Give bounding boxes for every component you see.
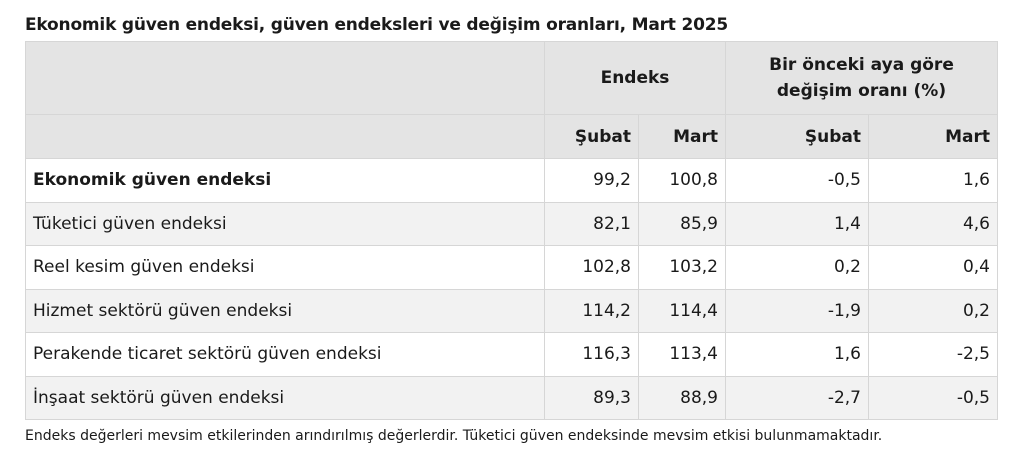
header-empty-cell [25, 41, 545, 115]
cell-change-feb: 0,2 [725, 245, 869, 290]
cell-change-mar: 4,6 [868, 201, 998, 246]
cell-index-mar: 85,9 [638, 201, 726, 246]
cell-index-mar: 113,4 [638, 332, 726, 377]
row-label: Reel kesim güven endeksi [25, 245, 545, 290]
cell-change-feb: -2,7 [725, 375, 869, 420]
cell-index-mar: 114,4 [638, 288, 726, 333]
cell-change-feb: 1,6 [725, 332, 869, 377]
cell-change-mar: 1,6 [868, 158, 998, 203]
header-row-groups: Endeks Bir önceki aya göre değişim oranı… [25, 41, 998, 115]
cell-index-feb: 102,8 [544, 245, 639, 290]
header-row-months: Şubat Mart Şubat Mart [25, 114, 998, 159]
table-row: İnşaat sektörü güven endeksi 89,3 88,9 -… [25, 375, 998, 420]
header-index-feb: Şubat [544, 114, 639, 159]
cell-change-feb: -1,9 [725, 288, 869, 333]
table-row: Reel kesim güven endeksi 102,8 103,2 0,2… [25, 245, 998, 290]
table-row: Ekonomik güven endeksi 99,2 100,8 -0,5 1… [25, 158, 998, 203]
header-change-mar: Mart [868, 114, 998, 159]
cell-change-feb: 1,4 [725, 201, 869, 246]
cell-index-mar: 103,2 [638, 245, 726, 290]
table-row: Hizmet sektörü güven endeksi 114,2 114,4… [25, 288, 998, 333]
row-label: İnşaat sektörü güven endeksi [25, 375, 545, 420]
cell-index-feb: 114,2 [544, 288, 639, 333]
header-change-feb: Şubat [725, 114, 869, 159]
header-change-group: Bir önceki aya göre değişim oranı (%) [725, 41, 998, 115]
row-label: Tüketici güven endeksi [25, 201, 545, 246]
table-row: Perakende ticaret sektörü güven endeksi … [25, 332, 998, 377]
row-label: Ekonomik güven endeksi [25, 158, 545, 203]
table-title: Ekonomik güven endeksi, güven endeksleri… [25, 15, 728, 35]
cell-change-feb: -0,5 [725, 158, 869, 203]
row-label: Hizmet sektörü güven endeksi [25, 288, 545, 333]
table-row: Tüketici güven endeksi 82,1 85,9 1,4 4,6 [25, 201, 998, 246]
cell-change-mar: -2,5 [868, 332, 998, 377]
header-index-mar: Mart [638, 114, 726, 159]
header-index-group: Endeks [544, 41, 726, 115]
cell-index-feb: 116,3 [544, 332, 639, 377]
header-change-line2: değişim oranı (%) [776, 81, 947, 101]
cell-index-mar: 100,8 [638, 158, 726, 203]
cell-change-mar: 0,2 [868, 288, 998, 333]
row-label: Perakende ticaret sektörü güven endeksi [25, 332, 545, 377]
cell-change-mar: 0,4 [868, 245, 998, 290]
header-change-line1: Bir önceki aya göre [769, 55, 954, 75]
header-empty-cell [25, 114, 545, 159]
footnote: Endeks değerleri mevsim etkilerinden arı… [25, 428, 883, 444]
confidence-index-table: Endeks Bir önceki aya göre değişim oranı… [25, 41, 998, 420]
cell-index-mar: 88,9 [638, 375, 726, 420]
cell-change-mar: -0,5 [868, 375, 998, 420]
cell-index-feb: 82,1 [544, 201, 639, 246]
cell-index-feb: 99,2 [544, 158, 639, 203]
cell-index-feb: 89,3 [544, 375, 639, 420]
